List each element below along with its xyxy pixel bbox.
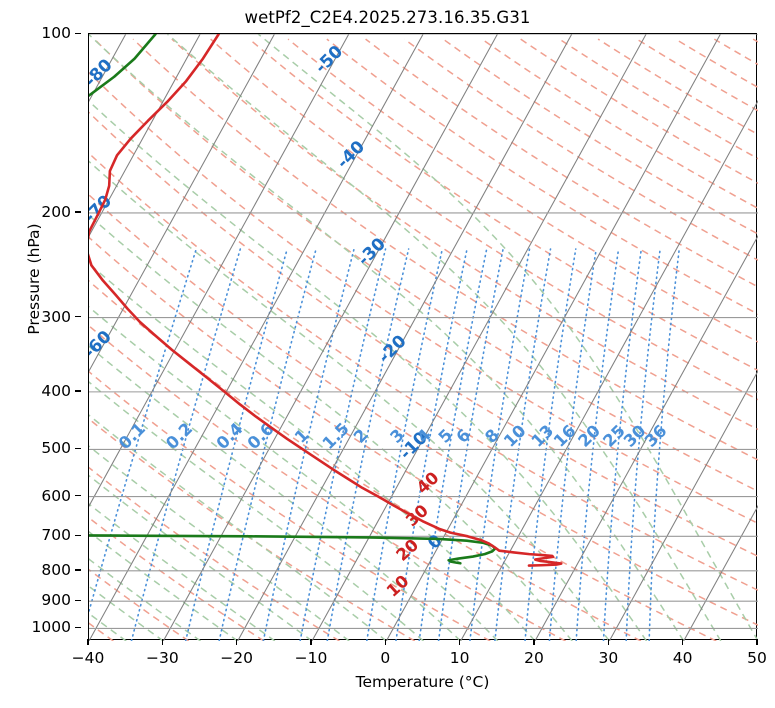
x-tick-mark	[236, 639, 238, 645]
x-tick-label: 0	[380, 649, 391, 667]
svg-text:0.4: 0.4	[213, 419, 247, 453]
svg-text:36: 36	[641, 421, 671, 451]
y-tick-label: 300	[41, 307, 71, 326]
x-tick-mark	[384, 639, 387, 645]
svg-text:40: 40	[413, 468, 443, 497]
x-tick-label: 50	[747, 649, 767, 667]
x-tick-mark	[533, 639, 535, 645]
y-tick-label: 700	[41, 526, 71, 545]
x-tick-label: −20	[220, 649, 254, 667]
svg-text:0.6: 0.6	[244, 419, 278, 453]
x-axis-tick-labels: −40 −30 −20 −10 0 10 20 30 40 50	[72, 639, 767, 671]
x-tick-mark	[607, 639, 610, 645]
isotherm-lines	[89, 34, 758, 641]
svg-text:5: 5	[435, 425, 457, 447]
x-tick-mark	[87, 639, 89, 645]
x-tick-mark	[459, 639, 461, 645]
y-axis-title: Pressure (hPa)	[25, 223, 43, 335]
x-axis-title: Temperature (°C)	[355, 673, 490, 691]
x-tick-mark	[682, 639, 684, 645]
x-tick-label: −30	[145, 649, 179, 667]
x-tick-label: −40	[71, 649, 105, 667]
y-tick-mark	[75, 447, 81, 450]
y-tick-mark	[75, 211, 81, 213]
y-axis-tick-labels: 100 200 300 400 500 600 700 800 900 1000	[0, 24, 81, 640]
svg-text:2: 2	[350, 425, 372, 447]
x-tick-mark	[756, 639, 758, 645]
y-tick-label: 400	[41, 381, 71, 400]
x-tick-mark	[310, 639, 312, 645]
x-tick-label: −10	[294, 649, 328, 667]
svg-text:0.1: 0.1	[115, 419, 149, 453]
svg-text:0.2: 0.2	[162, 419, 196, 453]
y-tick-mark	[75, 534, 81, 537]
pressure-gridlines	[89, 34, 758, 629]
svg-text:1.5: 1.5	[319, 419, 353, 453]
y-tick-label: 600	[41, 486, 71, 505]
svg-text:0: 0	[424, 531, 447, 554]
y-tick-mark	[75, 599, 81, 601]
x-tick-label: 40	[672, 649, 693, 667]
x-tick-label: 10	[449, 649, 470, 667]
y-tick-mark	[75, 390, 81, 392]
x-tick-label: 30	[598, 649, 619, 667]
y-tick-label: 1000	[31, 618, 71, 637]
chart-title: wetPf2_C2E4.2025.273.16.35.G31	[244, 8, 531, 27]
y-tick-label: 800	[41, 560, 71, 579]
x-tick-mark	[161, 639, 164, 645]
temperature-profile-line[interactable]	[89, 34, 563, 567]
mixing-ratio-lines	[89, 248, 681, 641]
plot-area[interactable]: -80 -70 -60 -50 -40 -30 -20 -10 0 0.1 0.2 0.4 0.6 1 1…	[88, 33, 758, 641]
y-tick-label: 900	[41, 591, 71, 610]
x-tick-label: 20	[524, 649, 544, 667]
y-tick-mark	[75, 626, 81, 629]
y-tick-mark	[75, 495, 81, 497]
y-tick-mark	[75, 569, 81, 571]
svg-text:10: 10	[383, 571, 413, 600]
y-tick-mark	[75, 32, 81, 34]
y-tick-mark	[75, 316, 81, 318]
dewpoint-profile-line[interactable]	[89, 34, 497, 565]
y-tick-label: 200	[41, 202, 71, 221]
y-tick-label: 100	[41, 24, 71, 42]
skewt-canvas: -80-70-60-50-40-30-20-100 0.1 0.2 0.40.6 1 1…	[89, 34, 758, 641]
y-tick-label: 500	[41, 439, 71, 458]
svg-text:30: 30	[402, 501, 432, 530]
moist-adiabat-lines	[89, 34, 758, 641]
dry-adiabat-lines	[89, 38, 758, 641]
